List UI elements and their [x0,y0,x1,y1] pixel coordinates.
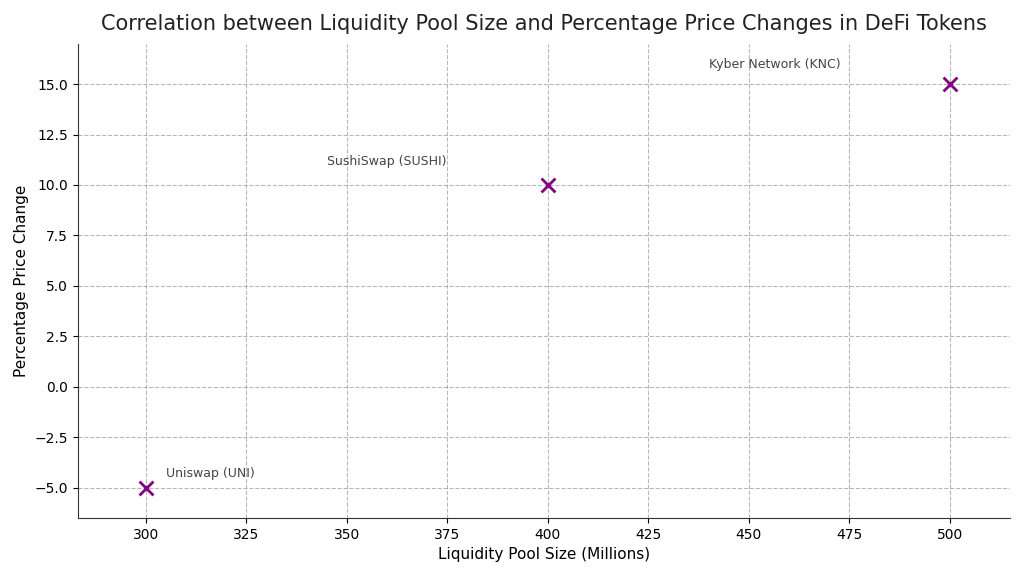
Title: Correlation between Liquidity Pool Size and Percentage Price Changes in DeFi Tok: Correlation between Liquidity Pool Size … [101,14,987,34]
Point [540,180,556,190]
X-axis label: Liquidity Pool Size (Millions): Liquidity Pool Size (Millions) [438,547,650,562]
Text: SushiSwap (SUSHI): SushiSwap (SUSHI) [327,155,446,168]
Text: Uniswap (UNI): Uniswap (UNI) [166,468,255,480]
Point [138,483,155,492]
Y-axis label: Percentage Price Change: Percentage Price Change [14,185,29,377]
Text: Kyber Network (KNC): Kyber Network (KNC) [709,58,841,71]
Point [942,79,958,89]
